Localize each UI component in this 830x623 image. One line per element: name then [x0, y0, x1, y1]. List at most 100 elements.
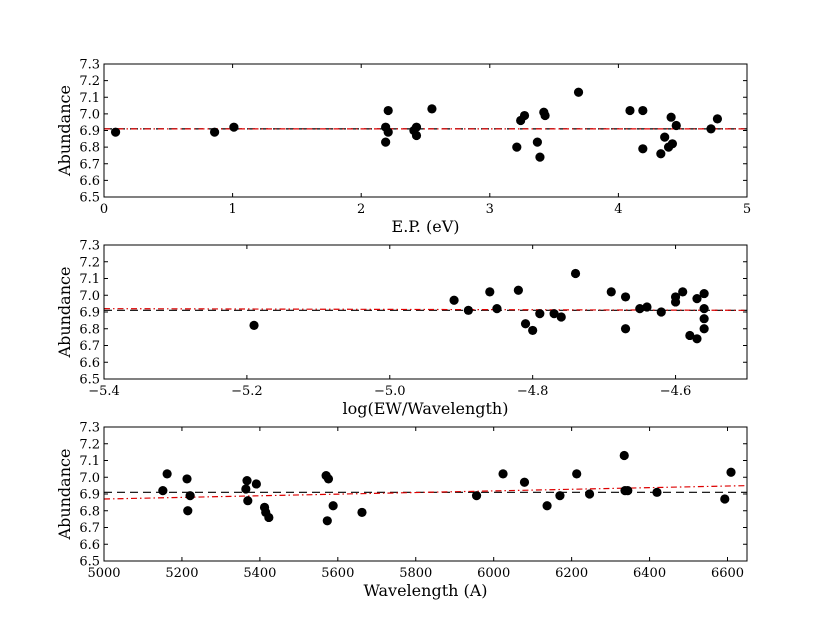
ep-data-point: [638, 105, 648, 116]
wavelength-data-point: [162, 469, 172, 479]
wavelength-data-point: [241, 484, 251, 494]
ep-data-point: [656, 149, 666, 159]
ep-data-point: [638, 144, 648, 154]
ep-y-tick-label: 6.7: [79, 157, 100, 172]
logew-y-tick-label: 7.3: [79, 239, 100, 254]
wavelength-data-point: [328, 501, 338, 511]
wavelength-x-tick-label: 5000: [87, 566, 120, 581]
ep-data-point: [660, 132, 670, 142]
wavelength-data-point: [584, 489, 595, 499]
wavelength-data-point: [623, 486, 633, 496]
wavelength-x-tick-label: 5200: [165, 566, 198, 581]
logew-y-tick-label: 6.5: [79, 373, 100, 388]
ep-data-point: [381, 137, 391, 147]
ep-x-tick-label: 1: [228, 202, 236, 217]
logew-data-point: [249, 320, 259, 330]
ep-data-point: [573, 87, 584, 97]
ep-y-tick-label: 7.1: [79, 91, 100, 106]
wavelength-x-tick-label: 5600: [321, 566, 354, 581]
logew-data-point: [463, 305, 473, 315]
ep-data-point: [667, 139, 678, 149]
wavelength-trend-line: [104, 485, 747, 500]
logew-panel: 6.5 6.6 6.7 6.86.9 7.0 7.1 7.27.3 −5.4 −5.2 −5.0 −…: [55, 239, 748, 418]
wavelength-data-point: [182, 474, 192, 484]
ep-y-tick-label: 7.2: [79, 74, 100, 89]
ep-y-tick-label: 6.8: [79, 141, 100, 156]
logew-data-point: [699, 324, 709, 334]
wavelength-x-axis-label: Wavelength (A): [363, 581, 487, 600]
wavelength-data-point: [720, 494, 730, 504]
wavelength-data-point: [158, 486, 168, 496]
logew-data-point: [678, 287, 688, 297]
ep-y-tick-label: 6.9: [79, 124, 100, 139]
wavelength-x-tick-label: 6200: [555, 566, 588, 581]
wavelength-data-point: [519, 477, 530, 487]
wavelength-data-point: [242, 476, 252, 486]
wavelength-data-point: [471, 491, 482, 501]
ep-data-point: [411, 130, 422, 141]
ep-data-point: [532, 137, 542, 147]
ep-y-axis-label: Abundance: [55, 85, 74, 177]
wavelength-y-tick-label: 6.8: [79, 504, 100, 519]
ep-data-point: [110, 127, 121, 137]
logew-y-tick-label: 7.0: [79, 289, 100, 304]
logew-y-axis-label: Abundance: [55, 267, 74, 359]
logew-data-point: [520, 319, 531, 329]
wavelength-panel: 6.5 6.6 6.7 6.86.9 7.0 7.1 7.27.3 5000 5200 5400 5…: [55, 421, 748, 600]
ep-y-tick-label: 7.0: [79, 107, 100, 122]
wavelength-y-tick-label: 7.3: [79, 421, 100, 436]
ep-axes-frame: [103, 63, 748, 198]
logew-data-point: [692, 294, 702, 304]
ep-x-axis-label: E.P. (eV): [392, 217, 460, 236]
wavelength-data-point: [323, 474, 334, 484]
wavelength-data-point: [322, 516, 332, 526]
logew-x-tick-label: −4.8: [517, 384, 549, 399]
logew-data-point: [513, 285, 523, 295]
wavelength-y-tick-label: 6.5: [79, 555, 100, 570]
logew-data-point: [685, 330, 695, 341]
wavelength-data-point: [572, 469, 582, 479]
ep-data-point: [540, 110, 550, 121]
wavelength-data-point: [498, 469, 508, 479]
wavelength-data-point: [619, 450, 629, 461]
logew-data-point: [535, 309, 545, 319]
wavelength-data-point: [264, 512, 274, 523]
logew-y-tick-label: 6.7: [79, 339, 100, 354]
wavelength-x-tick-label: 5800: [399, 566, 432, 581]
ep-x-tick-label: 3: [486, 202, 494, 217]
ep-x-tick-label: 2: [357, 202, 365, 217]
ep-data-point: [209, 127, 220, 137]
wavelength-data-point: [542, 501, 552, 511]
logew-y-tick-label: 6.8: [79, 322, 100, 337]
ep-panel: 6.5 6.6 6.76.8 6.9 7.07.1 7.27.3 0 1 2 3 4 5 E.P. (e…: [55, 58, 751, 237]
logew-data-point: [528, 325, 538, 336]
wavelength-data-point: [251, 479, 261, 489]
ep-data-point: [383, 127, 393, 137]
logew-data-point: [606, 287, 616, 297]
logew-data-point: [699, 288, 709, 299]
ep-y-tick-label: 7.3: [79, 58, 100, 73]
wavelength-x-tick-label: 6400: [633, 566, 666, 581]
logew-x-axis-label: log(EW/Wavelength): [343, 399, 509, 418]
logew-data-point: [670, 297, 681, 307]
logew-data-point: [556, 312, 566, 322]
wavelength-y-tick-label: 7.0: [79, 471, 100, 486]
logew-y-tick-label: 6.9: [79, 306, 100, 321]
wavelength-data-point: [357, 507, 367, 518]
logew-data-point: [642, 302, 652, 312]
ep-data-point: [712, 114, 723, 124]
wavelength-x-tick-label: 6600: [711, 566, 744, 581]
wavelength-data-point: [726, 467, 736, 477]
logew-data-point: [699, 314, 709, 324]
wavelength-y-tick-label: 6.6: [79, 538, 100, 553]
logew-y-tick-label: 7.1: [79, 272, 100, 287]
ep-y-tick-label: 6.5: [79, 191, 100, 206]
ep-data-point: [671, 120, 681, 131]
ep-data-point: [625, 105, 635, 116]
ep-x-tick-label: 4: [614, 202, 622, 217]
logew-data-point: [449, 295, 459, 305]
ep-data-point: [383, 105, 393, 116]
ep-data-point: [535, 152, 545, 162]
wavelength-data-point: [185, 491, 195, 501]
wavelength-axes-frame: [103, 426, 748, 562]
